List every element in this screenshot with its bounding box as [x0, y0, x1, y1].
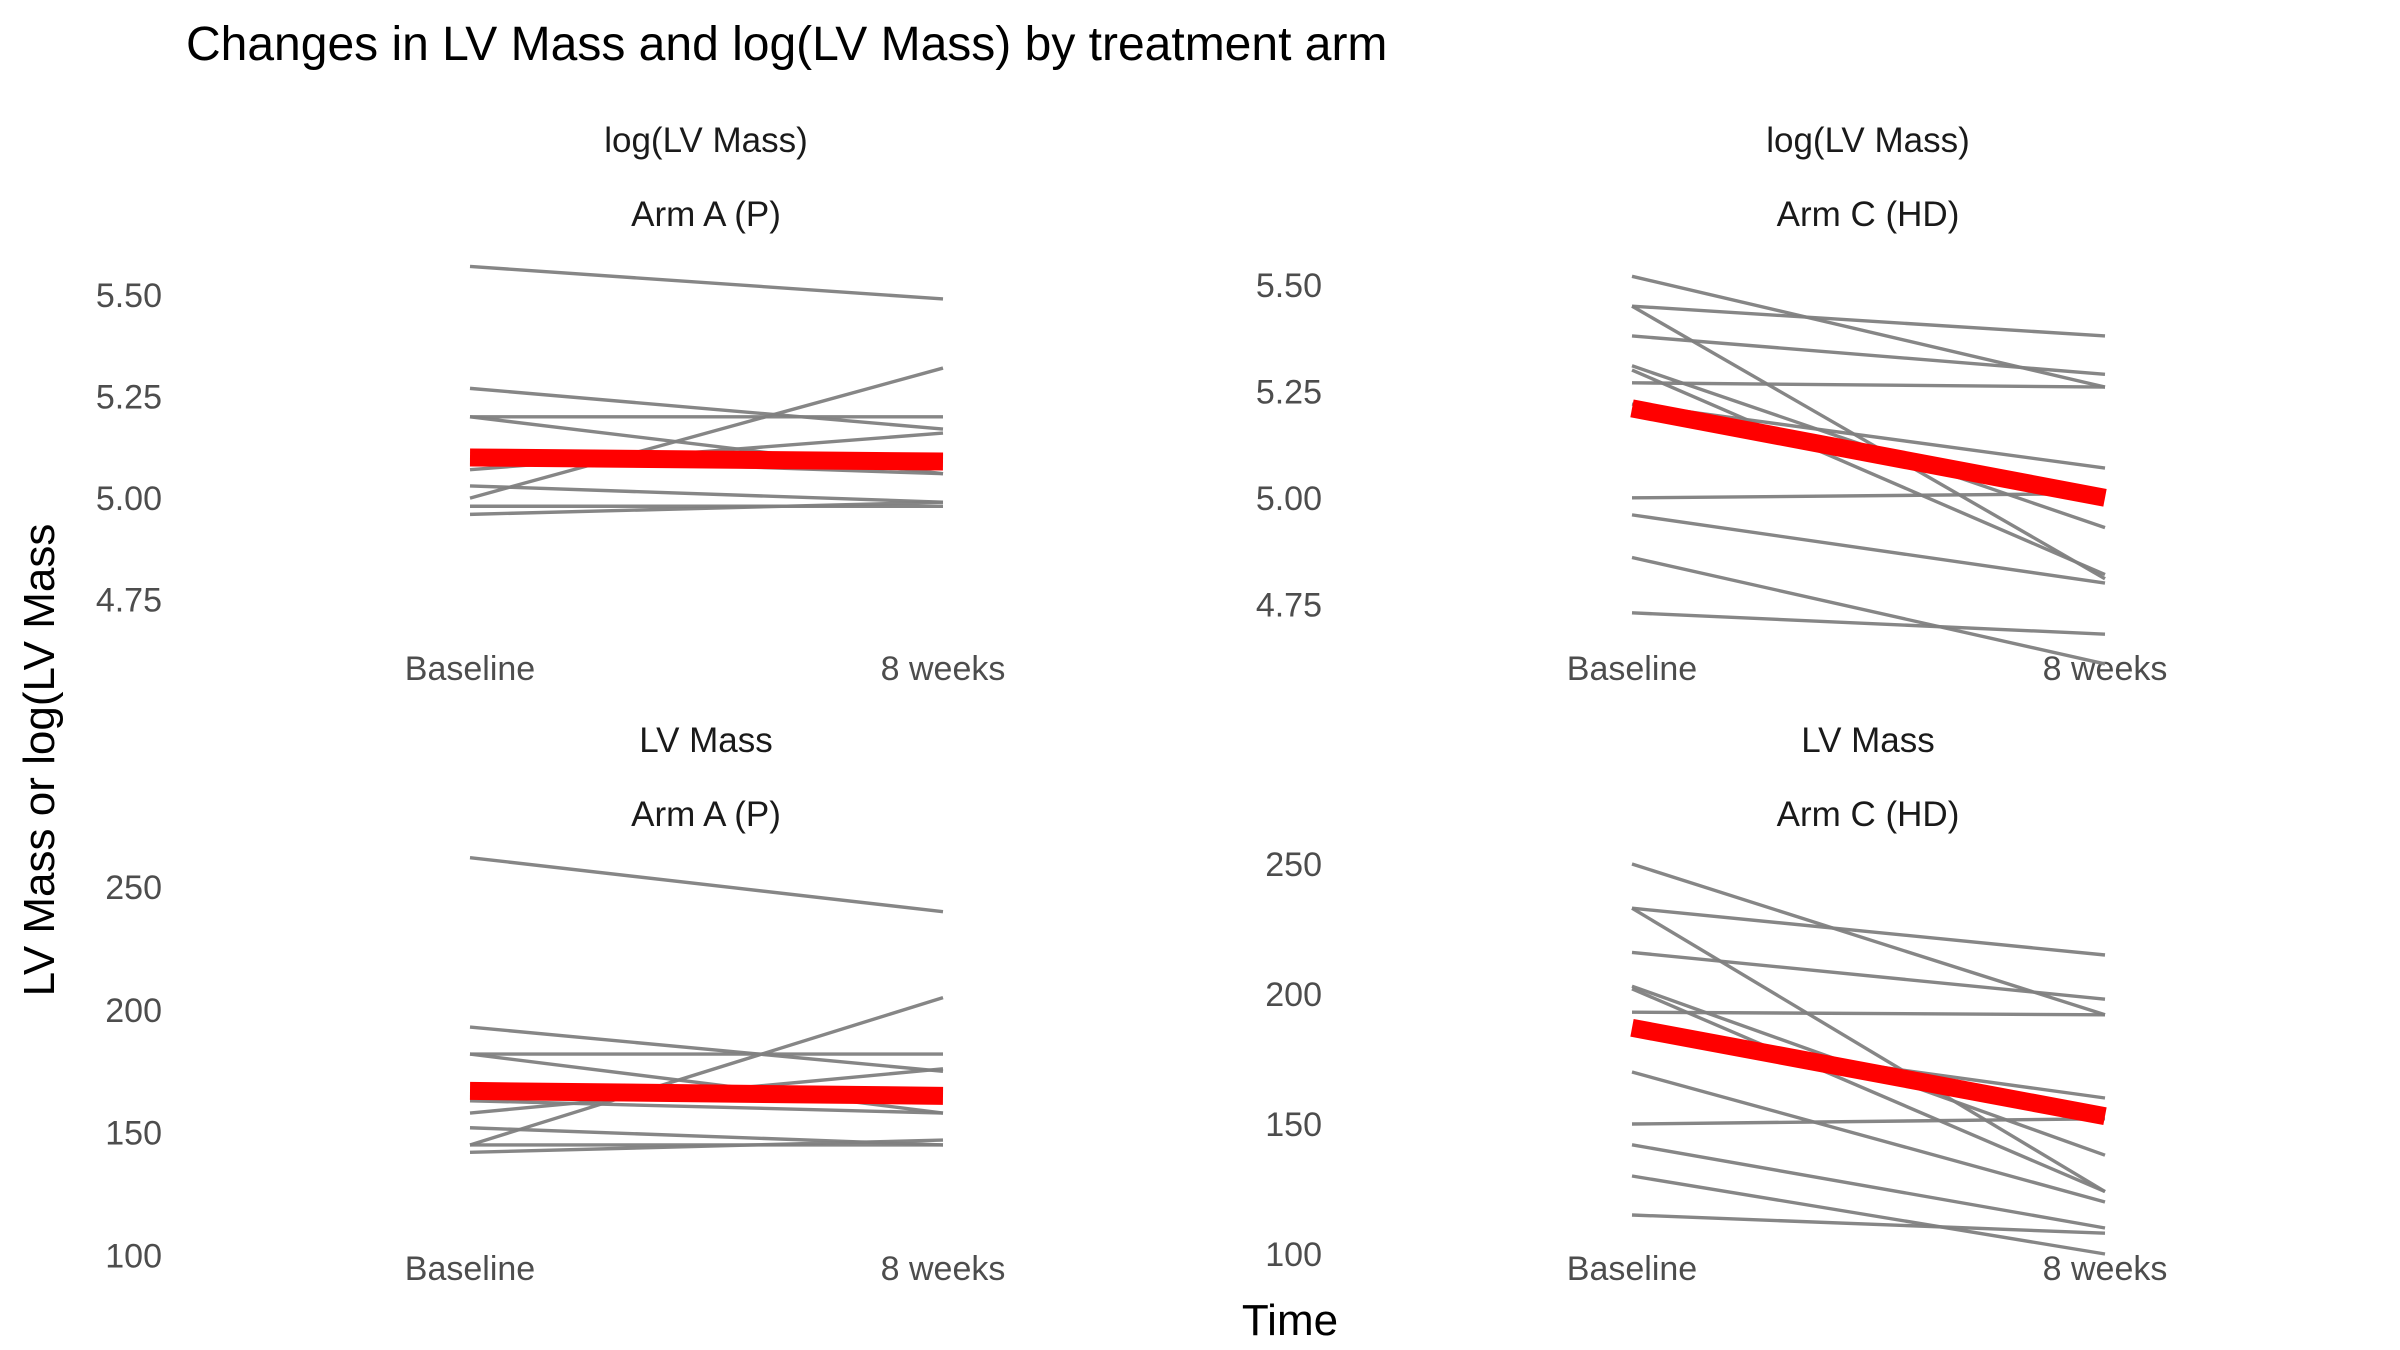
subject-line	[1631, 906, 2106, 957]
subject-line	[1631, 950, 2106, 1001]
y-axis-title: LV Mass or log(LV Mass	[15, 524, 64, 997]
facet-measure-label: log(LV Mass)	[1766, 121, 1970, 160]
facet-arm-label: Arm C (HD)	[1777, 195, 1960, 234]
subject-line	[469, 386, 944, 431]
y-tick-label: 5.00	[1256, 480, 1322, 518]
y-tick-label: 4.75	[96, 582, 162, 620]
y-tick-label: 250	[1265, 846, 1322, 884]
subject-line	[469, 995, 944, 1147]
mean-line	[1630, 399, 2107, 507]
subject-line	[469, 500, 944, 517]
x-tick-label: Baseline	[1567, 650, 1697, 688]
x-axis-title: Time	[1242, 1296, 1338, 1345]
subject-line	[1631, 1174, 2106, 1256]
subject-line	[1631, 368, 2106, 577]
subject-line	[1631, 1010, 2106, 1017]
x-tick-label: 8 weeks	[881, 1250, 1006, 1288]
facet-panels: log(LV Mass) Arm A (P) 5.50 5.25 5.00 4.75 Bas…	[96, 121, 2168, 1288]
subject-line	[1631, 862, 2106, 1017]
y-tick-label: 150	[1265, 1106, 1322, 1144]
facet-measure-label: LV Mass	[1801, 721, 1935, 760]
y-tick-label: 200	[105, 992, 162, 1030]
x-tick-label: 8 weeks	[2043, 1250, 2168, 1288]
subject-line	[1631, 1070, 2106, 1204]
subject-line	[469, 1025, 944, 1073]
y-tick-label: 5.50	[96, 277, 162, 315]
chart-title: Changes in LV Mass and log(LV Mass) by t…	[186, 18, 1387, 71]
mean-line	[1630, 1018, 2107, 1126]
facet-arm-label: Arm A (P)	[631, 795, 781, 834]
facet-panel: log(LV Mass) Arm A (P) 5.50 5.25 5.00 4.75 Bas…	[96, 121, 1006, 688]
x-tick-label: 8 weeks	[881, 650, 1006, 688]
subject-line	[1631, 304, 2106, 581]
facet-measure-label: log(LV Mass)	[604, 121, 808, 160]
x-tick-label: Baseline	[1567, 1250, 1697, 1288]
x-tick-label: Baseline	[405, 1250, 535, 1288]
facet-arm-label: Arm A (P)	[631, 195, 781, 234]
y-tick-label: 5.50	[1256, 267, 1322, 305]
subject-line	[1631, 304, 2106, 338]
y-tick-label: 100	[105, 1237, 162, 1275]
y-tick-label: 100	[1265, 1236, 1322, 1274]
y-tick-label: 200	[1265, 976, 1322, 1014]
facet-arm-label: Arm C (HD)	[1777, 795, 1960, 834]
subject-line	[1631, 1213, 2106, 1235]
subject-line	[1631, 334, 2106, 377]
subject-line	[1631, 513, 2106, 585]
subject-line	[469, 1099, 944, 1115]
mean-line	[469, 1081, 944, 1105]
y-tick-label: 5.25	[96, 379, 162, 417]
subject-line	[469, 264, 944, 301]
subject-line	[1631, 1143, 2106, 1230]
y-tick-label: 150	[105, 1115, 162, 1153]
subject-line	[469, 855, 944, 914]
y-tick-label: 250	[105, 869, 162, 907]
x-tick-label: Baseline	[405, 650, 535, 688]
subject-line	[1631, 491, 2106, 500]
subject-line	[1631, 611, 2106, 636]
facet-panel: LV Mass Arm C (HD) 250 200 150 100 Baseline 8 w…	[1265, 721, 2167, 1288]
subject-line	[1631, 1117, 2106, 1126]
subject-line	[469, 366, 944, 500]
mean-line	[469, 448, 944, 471]
subject-line	[469, 484, 944, 504]
facet-panel: LV Mass Arm A (P) 250 200 150 100 Baseline 8 we…	[105, 721, 1005, 1288]
subject-line	[1631, 906, 2106, 1194]
subject-line	[1631, 381, 2106, 389]
subject-line	[1631, 987, 2106, 1194]
facet-panel: log(LV Mass) Arm C (HD) 5.50 5.25 5.00 4.75 Ba…	[1256, 121, 2168, 688]
y-tick-label: 4.75	[1256, 586, 1322, 624]
y-tick-label: 5.00	[96, 480, 162, 518]
facet-measure-label: LV Mass	[639, 721, 773, 760]
y-tick-label: 5.25	[1256, 373, 1322, 411]
subject-line	[469, 1138, 944, 1155]
subject-line	[1631, 555, 2106, 666]
